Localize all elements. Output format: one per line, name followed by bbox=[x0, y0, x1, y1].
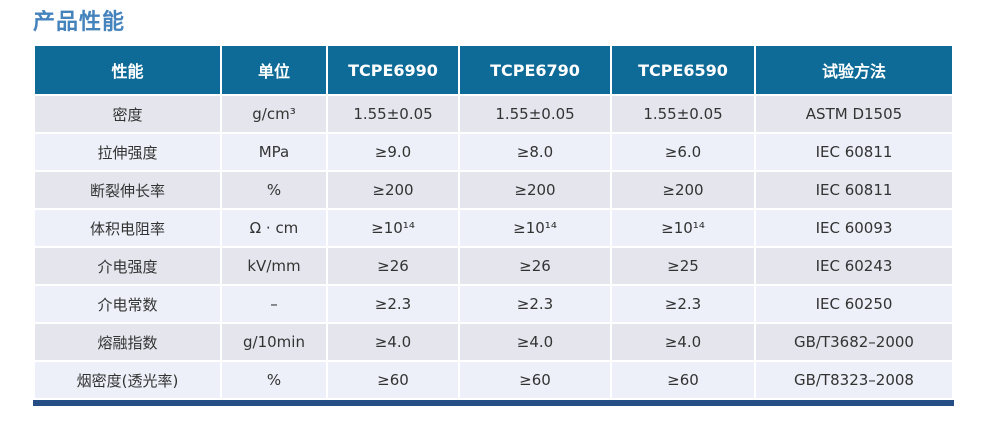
table-bottom-border bbox=[33, 400, 954, 406]
column-header-tcpe6990: TCPE6990 bbox=[328, 46, 458, 94]
value-cell: ≥10¹⁴ bbox=[328, 210, 458, 246]
property-name-cell: 熔融指数 bbox=[35, 324, 220, 360]
property-name-cell: 拉伸强度 bbox=[35, 134, 220, 170]
test-method-cell: GB/T8323–2008 bbox=[756, 362, 952, 398]
test-method-cell: GB/T3682–2000 bbox=[756, 324, 952, 360]
value-cell: ≥4.0 bbox=[460, 324, 610, 360]
page-title: 产品性能 bbox=[33, 10, 126, 35]
test-method-cell: IEC 60811 bbox=[756, 172, 952, 208]
test-method-cell: IEC 60811 bbox=[756, 134, 952, 170]
column-header-unit: 单位 bbox=[222, 46, 326, 94]
property-name-cell: 介电强度 bbox=[35, 248, 220, 284]
unit-cell: g/10min bbox=[222, 324, 326, 360]
unit-cell: MPa bbox=[222, 134, 326, 170]
value-cell: ≥25 bbox=[612, 248, 754, 284]
spec-table: 性能 单位 TCPE6990 TCPE6790 TCPE6590 试验方法 密度… bbox=[33, 44, 954, 400]
column-header-tcpe6790: TCPE6790 bbox=[460, 46, 610, 94]
column-header-test-method: 试验方法 bbox=[756, 46, 952, 94]
value-cell: ≥2.3 bbox=[460, 286, 610, 322]
value-cell: ≥200 bbox=[460, 172, 610, 208]
test-method-cell: IEC 60250 bbox=[756, 286, 952, 322]
table-row: 断裂伸长率 % ≥200 ≥200 ≥200 IEC 60811 bbox=[35, 172, 952, 208]
value-cell: ≥8.0 bbox=[460, 134, 610, 170]
value-cell: ≥200 bbox=[612, 172, 754, 208]
property-name-cell: 断裂伸长率 bbox=[35, 172, 220, 208]
property-name-cell: 烟密度(透光率) bbox=[35, 362, 220, 398]
table-row: 烟密度(透光率) % ≥60 ≥60 ≥60 GB/T8323–2008 bbox=[35, 362, 952, 398]
unit-cell: % bbox=[222, 362, 326, 398]
test-method-cell: ASTM D1505 bbox=[756, 96, 952, 132]
table-row: 熔融指数 g/10min ≥4.0 ≥4.0 ≥4.0 GB/T3682–200… bbox=[35, 324, 952, 360]
value-cell: ≥4.0 bbox=[328, 324, 458, 360]
value-cell: ≥60 bbox=[328, 362, 458, 398]
value-cell: 1.55±0.05 bbox=[328, 96, 458, 132]
table-row: 介电强度 kV/mm ≥26 ≥26 ≥25 IEC 60243 bbox=[35, 248, 952, 284]
table-header-row: 性能 单位 TCPE6990 TCPE6790 TCPE6590 试验方法 bbox=[35, 46, 952, 94]
value-cell: ≥26 bbox=[460, 248, 610, 284]
value-cell: ≥2.3 bbox=[328, 286, 458, 322]
value-cell: ≥10¹⁴ bbox=[460, 210, 610, 246]
unit-cell: – bbox=[222, 286, 326, 322]
value-cell: ≥60 bbox=[460, 362, 610, 398]
property-name-cell: 密度 bbox=[35, 96, 220, 132]
column-header-property: 性能 bbox=[35, 46, 220, 94]
value-cell: ≥2.3 bbox=[612, 286, 754, 322]
column-header-tcpe6590: TCPE6590 bbox=[612, 46, 754, 94]
value-cell: ≥6.0 bbox=[612, 134, 754, 170]
value-cell: ≥9.0 bbox=[328, 134, 458, 170]
test-method-cell: IEC 60093 bbox=[756, 210, 952, 246]
value-cell: ≥200 bbox=[328, 172, 458, 208]
value-cell: 1.55±0.05 bbox=[612, 96, 754, 132]
table-row: 密度 g/cm³ 1.55±0.05 1.55±0.05 1.55±0.05 A… bbox=[35, 96, 952, 132]
table-row: 体积电阻率 Ω · cm ≥10¹⁴ ≥10¹⁴ ≥10¹⁴ IEC 60093 bbox=[35, 210, 952, 246]
property-name-cell: 介电常数 bbox=[35, 286, 220, 322]
value-cell: ≥26 bbox=[328, 248, 458, 284]
unit-cell: % bbox=[222, 172, 326, 208]
value-cell: 1.55±0.05 bbox=[460, 96, 610, 132]
unit-cell: kV/mm bbox=[222, 248, 326, 284]
value-cell: ≥60 bbox=[612, 362, 754, 398]
unit-cell: g/cm³ bbox=[222, 96, 326, 132]
table-row: 拉伸强度 MPa ≥9.0 ≥8.0 ≥6.0 IEC 60811 bbox=[35, 134, 952, 170]
property-name-cell: 体积电阻率 bbox=[35, 210, 220, 246]
value-cell: ≥10¹⁴ bbox=[612, 210, 754, 246]
product-performance-table: 性能 单位 TCPE6990 TCPE6790 TCPE6590 试验方法 密度… bbox=[33, 44, 954, 406]
value-cell: ≥4.0 bbox=[612, 324, 754, 360]
unit-cell: Ω · cm bbox=[222, 210, 326, 246]
table-row: 介电常数 – ≥2.3 ≥2.3 ≥2.3 IEC 60250 bbox=[35, 286, 952, 322]
test-method-cell: IEC 60243 bbox=[756, 248, 952, 284]
